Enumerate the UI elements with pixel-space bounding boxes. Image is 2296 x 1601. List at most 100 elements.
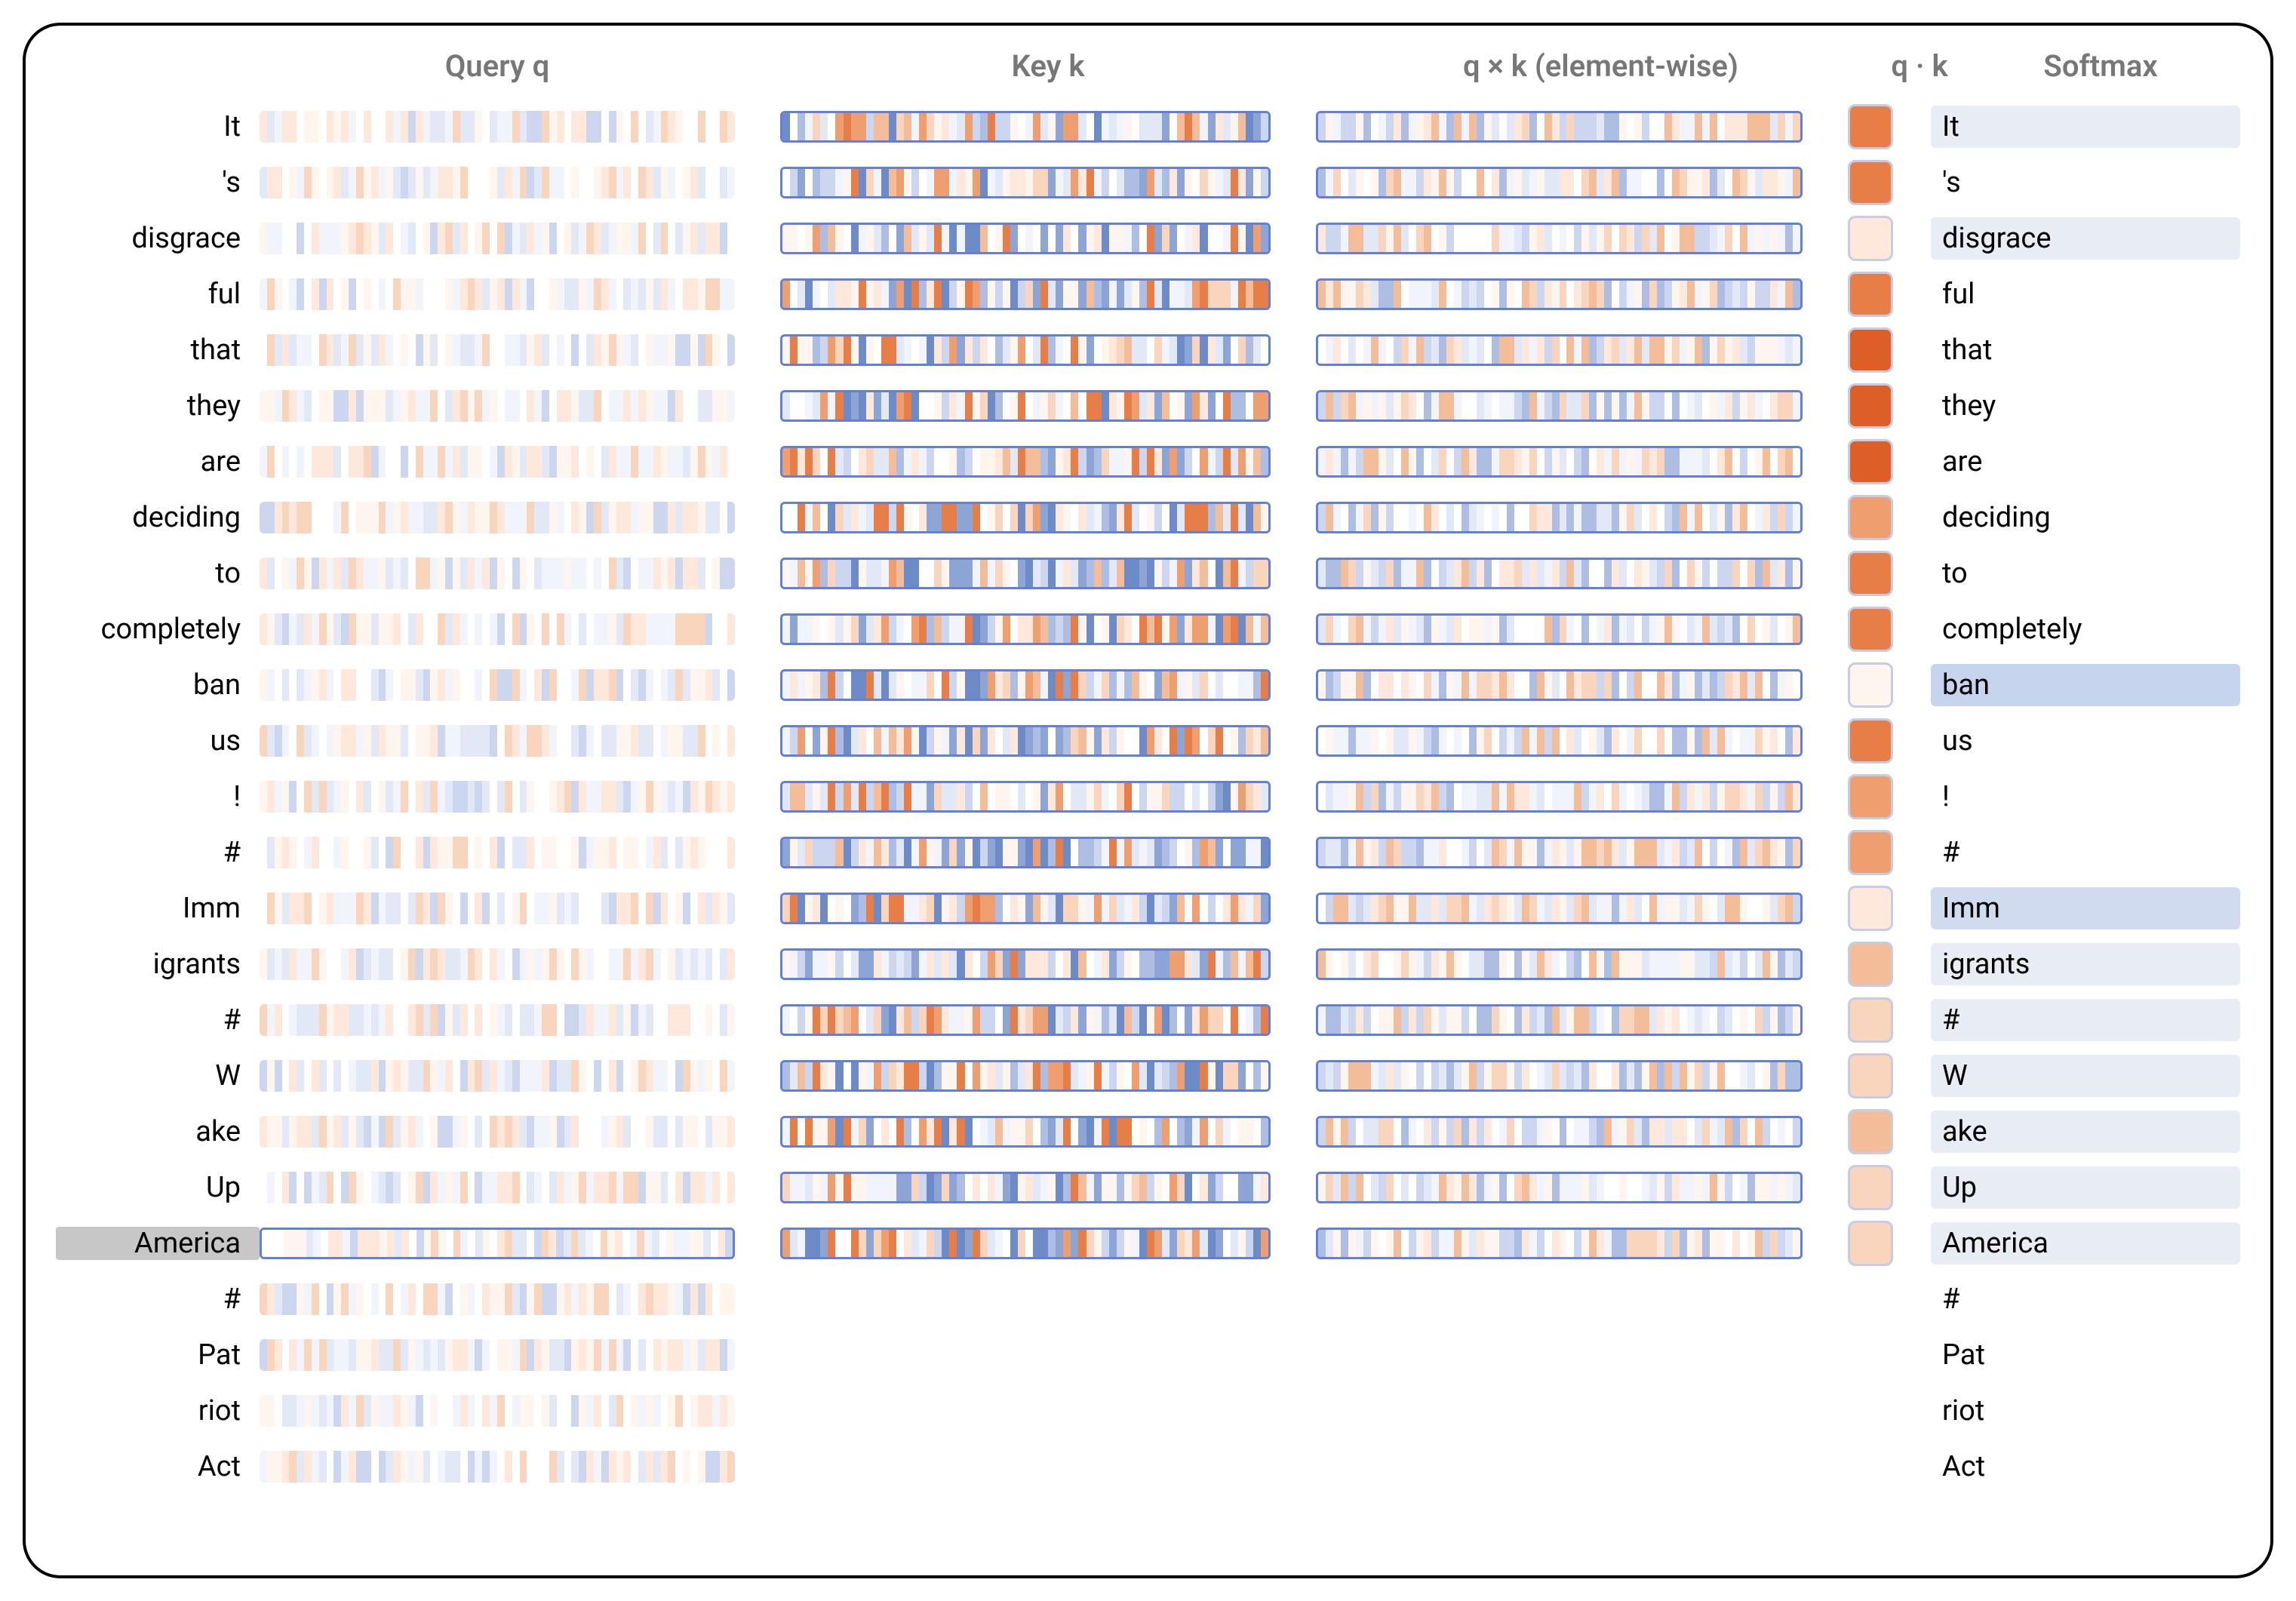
header-qxk: q × k (element-wise): [1335, 48, 1878, 84]
query-strip: [260, 1004, 735, 1036]
token-row: banban: [56, 657, 2240, 713]
qxk-strip: [1316, 1116, 1803, 1148]
dot-product-cell: [1848, 1053, 1893, 1099]
token-row: are are: [56, 434, 2240, 490]
qxk-strip: [1316, 948, 1803, 980]
qxk-strip: [1316, 781, 1803, 813]
token-row: fulful: [56, 266, 2240, 322]
token-row: WW: [56, 1048, 2240, 1104]
key-strip: [780, 223, 1271, 254]
qxk-strip: [1316, 446, 1803, 478]
token-label-right: #: [1931, 831, 2240, 874]
token-label-left: ake: [56, 1115, 260, 1148]
token-label-right: W: [1931, 1055, 2240, 1097]
token-label-left: 's: [56, 166, 260, 199]
qxk-strip: [1316, 390, 1803, 422]
key-strip: [780, 1060, 1271, 1092]
column-headers: Query q Key k q × k (element-wise) q · k…: [56, 48, 2240, 84]
qxk-strip: [1316, 334, 1803, 366]
token-label-left: ban: [56, 668, 260, 702]
key-strip: [780, 1116, 1271, 1148]
query-strip: [260, 725, 735, 757]
key-strip: [780, 390, 1271, 422]
token-label-right: Up: [1931, 1166, 2240, 1209]
dot-product-cell: [1848, 830, 1893, 875]
query-strip: [260, 502, 735, 533]
token-label-left: deciding: [56, 501, 260, 534]
token-label-left: that: [56, 333, 260, 367]
token-label-right: to: [1931, 552, 2240, 595]
query-strip: [260, 781, 735, 813]
qxk-strip: [1316, 669, 1803, 701]
dot-product-cell: [1848, 104, 1893, 149]
token-label-right: America: [1931, 1222, 2240, 1265]
query-strip: [260, 1339, 735, 1371]
key-strip: [780, 781, 1271, 813]
dot-product-cell: [1848, 1109, 1893, 1154]
token-label-right: Act: [1931, 1446, 2240, 1488]
rows-container: ItIt's'sdisgracedisgracefulfulthatthatth…: [56, 99, 2240, 1495]
header-query: Query q: [260, 48, 780, 84]
token-label-right: are: [1931, 441, 2240, 483]
diagram-frame: Query q Key k q × k (element-wise) q · k…: [23, 23, 2273, 1578]
token-row: deciding deciding: [56, 490, 2240, 545]
dot-product-cell: [1848, 886, 1893, 931]
token-row: ##: [56, 1271, 2240, 1327]
query-strip: [260, 1172, 735, 1203]
key-strip: [780, 278, 1271, 310]
token-label-left: igrants: [56, 948, 260, 981]
qxk-strip: [1316, 725, 1803, 757]
dot-product-cell: [1848, 942, 1893, 987]
key-strip: [780, 837, 1271, 868]
token-label-right: It: [1931, 106, 2240, 148]
qxk-strip: [1316, 1004, 1803, 1036]
key-strip: [780, 725, 1271, 757]
key-strip: [780, 669, 1271, 701]
key-strip: [780, 1172, 1271, 1203]
query-strip: [260, 334, 735, 366]
query-strip: [260, 669, 735, 701]
key-strip: [780, 334, 1271, 366]
query-strip: [260, 558, 735, 589]
token-label-right: Pat: [1931, 1334, 2240, 1376]
dot-product-cell: [1848, 160, 1893, 205]
key-strip: [780, 1228, 1271, 1259]
query-strip: [260, 1283, 735, 1315]
token-label-left: Act: [56, 1450, 260, 1483]
token-row: theythey: [56, 378, 2240, 434]
token-label-right: 's: [1931, 161, 2240, 204]
token-label-right: Imm: [1931, 887, 2240, 930]
token-label-right: us: [1931, 720, 2240, 762]
dot-product-cell: [1848, 1221, 1893, 1266]
query-strip: [260, 446, 735, 478]
token-row: Imm Imm: [56, 880, 2240, 936]
token-label-right: deciding: [1931, 496, 2240, 539]
qxk-strip: [1316, 837, 1803, 868]
key-strip: [780, 1004, 1271, 1036]
token-row: UpUp: [56, 1160, 2240, 1215]
qxk-strip: [1316, 1228, 1803, 1259]
token-label-left: Pat: [56, 1338, 260, 1372]
token-label-left: Imm: [56, 892, 260, 925]
qxk-strip: [1316, 1060, 1803, 1092]
dot-product-cell: [1848, 997, 1893, 1043]
token-row: Pat Pat: [56, 1327, 2240, 1383]
key-strip: [780, 948, 1271, 980]
token-label-left: disgrace: [56, 222, 260, 255]
header-dot: q · k: [1878, 48, 1961, 84]
token-label-left: W: [56, 1059, 260, 1092]
key-strip: [780, 502, 1271, 533]
query-strip: [260, 948, 735, 980]
key-strip: [780, 111, 1271, 143]
dot-product-cell: [1848, 718, 1893, 764]
qxk-strip: [1316, 1172, 1803, 1203]
qxk-strip: [1316, 613, 1803, 645]
header-key: Key k: [780, 48, 1335, 84]
token-label-left: are: [56, 445, 260, 478]
key-strip: [780, 613, 1271, 645]
token-label-right: completely: [1931, 608, 2240, 650]
token-row: ##: [56, 825, 2240, 880]
dot-product-cell: [1848, 1165, 1893, 1210]
dot-product-cell: [1848, 216, 1893, 261]
qxk-strip: [1316, 223, 1803, 254]
